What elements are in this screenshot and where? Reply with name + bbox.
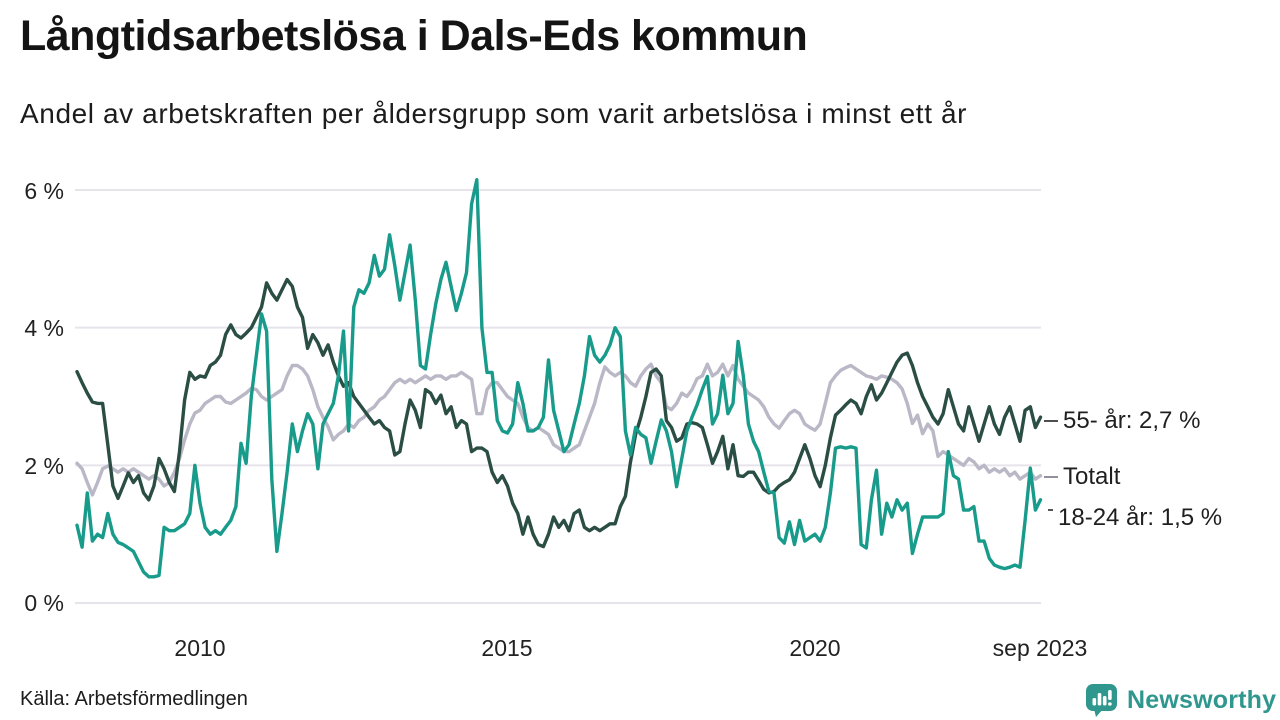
- series-end-label-1824: 18-24 år: 1,5 %: [1048, 504, 1222, 532]
- x-axis-tick-label: 2020: [789, 635, 841, 661]
- label-connector-dash: [1048, 509, 1053, 511]
- label-connector-dash: [1044, 476, 1058, 478]
- y-axis-tick-label: 4 %: [24, 315, 64, 341]
- series-end-label-text: 18-24 år: 1,5 %: [1058, 504, 1223, 531]
- series-line-55r: [75, 277, 1043, 549]
- x-axis-tick-label: sep 2023: [992, 635, 1088, 661]
- series-line-1824r: [75, 177, 1043, 579]
- x-axis-tick-label: 2010: [174, 635, 226, 661]
- label-connector-dash: [1044, 420, 1058, 422]
- brand-logo: Newsworthy: [1084, 682, 1276, 718]
- series-end-label-text: Totalt: [1063, 463, 1121, 490]
- series-end-label-totalt: Totalt: [1044, 463, 1120, 491]
- series-end-label-text: 55- år: 2,7 %: [1063, 407, 1201, 434]
- y-axis-tick-label: 6 %: [24, 178, 64, 204]
- y-axis-tick-label: 0 %: [24, 590, 64, 616]
- newsworthy-icon: [1086, 684, 1117, 717]
- y-axis-tick-label: 2 %: [24, 453, 64, 479]
- source-note: Källa: Arbetsförmedlingen: [20, 688, 248, 710]
- series-end-label-55: 55- år: 2,7 %: [1044, 407, 1200, 435]
- chart-title: Långtidsarbetslösa i Dals-Eds kommun: [20, 12, 808, 60]
- chart-subtitle: Andel av arbetskraften per åldersgrupp s…: [20, 98, 968, 129]
- brand-name: Newsworthy: [1127, 685, 1277, 714]
- series-line-totalt: [75, 362, 1043, 497]
- x-axis-tick-label: 2015: [481, 635, 533, 661]
